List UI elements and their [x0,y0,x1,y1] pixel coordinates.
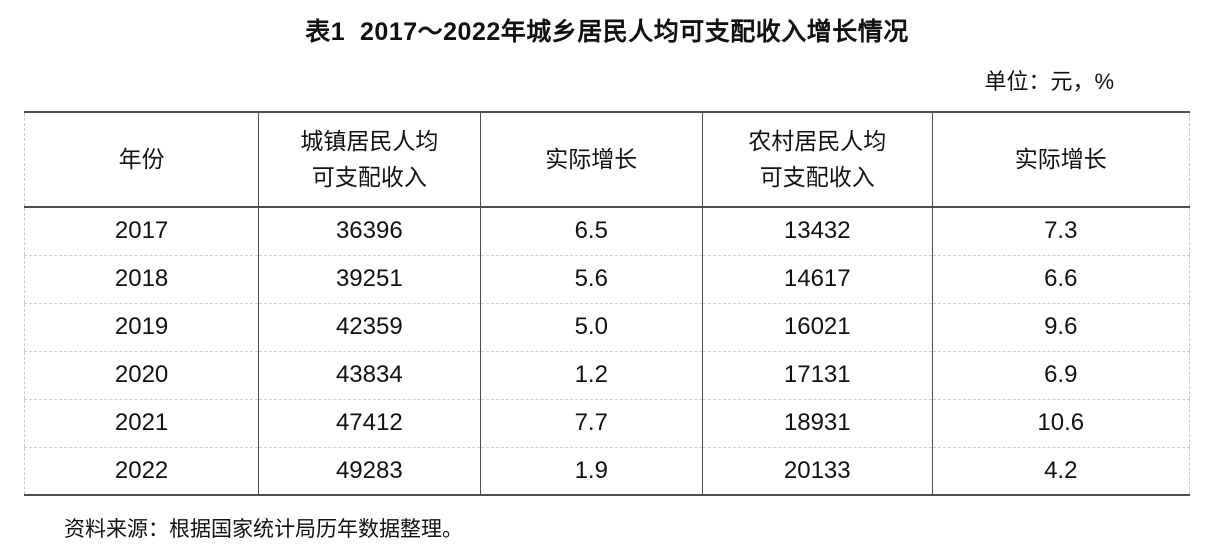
table-header-row: 年份 城镇居民人均 可支配收入 实际增长 农村居民人均 可支配收入 实际增长 [24,112,1190,208]
cell-rural-growth: 10.6 [931,398,1190,447]
cell-urban-income: 36396 [258,207,480,255]
cell-year: 2017 [114,217,169,245]
source-note: 资料来源：根据国家统计局历年数据整理。 [64,518,463,541]
cell-rural-growth: 6.6 [931,254,1190,303]
cell-rural-income: 16021 [702,302,932,351]
cell-urban-income: 47412 [258,398,480,447]
table-row: 2020 43834 1.2 17131 6.9 [24,350,1190,399]
cell-urban-growth: 5.6 [479,254,703,303]
col-header-urban-growth: 实际增长 [479,112,703,208]
cell-year: 2019 [24,302,259,351]
cell-urban-growth: 6.5 [479,207,703,255]
cell-rural-income: 18931 [702,398,932,447]
table-body: 2017 36396 6.5 13432 7.3 2018 39251 5.6 … [24,207,1190,495]
cell-year: 2021 [24,398,259,447]
cell-rural-income: 20133 [702,446,932,495]
cell-urban-growth: 1.9 [479,446,703,495]
cell-urban-growth: 7.7 [479,398,703,447]
cell-urban-income: 43834 [258,350,480,399]
cell-rural-income: 17131 [702,350,932,399]
table-title: 表1 2017～2022年城乡居民人均可支配收入增长情况 [305,18,909,46]
col-header-year: 年份 [24,112,259,208]
cell-year: 2022 [24,446,259,495]
col-header-rural-growth: 实际增长 [931,112,1190,208]
table-row: 2022 49283 1.9 20133 4.2 [24,446,1190,495]
cell-year: 2018 [24,254,259,303]
col-header-rural-income: 农村居民人均 可支配收入 [702,112,932,208]
cell-rural-growth: 6.9 [931,350,1190,399]
cell-urban-income: 42359 [258,302,480,351]
cell-rural-income: 13432 [702,207,932,255]
income-table: 年份 城镇居民人均 可支配收入 实际增长 农村居民人均 可支配收入 实际增长 2… [24,111,1190,496]
cell-urban-income: 39251 [258,254,480,303]
cell-urban-growth: 5.0 [479,302,703,351]
table-row: 2018 39251 5.6 14617 6.6 [24,254,1190,303]
table-row: 2019 42359 5.0 16021 9.6 [24,302,1190,351]
unit-note: 单位：元，% [984,69,1114,94]
table-row: 2021 47412 7.7 18931 10.6 [24,398,1190,447]
col-header-urban-income: 城镇居民人均 可支配收入 [258,112,480,208]
table-row: 2017 36396 6.5 13432 7.3 [25,207,1190,255]
cell-urban-growth: 1.2 [479,350,703,399]
cell-rural-growth: 7.3 [931,207,1190,255]
cell-rural-growth: 4.2 [931,446,1190,495]
cell-rural-income: 14617 [702,254,932,303]
cell-urban-income: 49283 [258,446,480,495]
cell-year: 2020 [24,350,259,399]
cell-rural-growth: 9.6 [931,302,1190,351]
